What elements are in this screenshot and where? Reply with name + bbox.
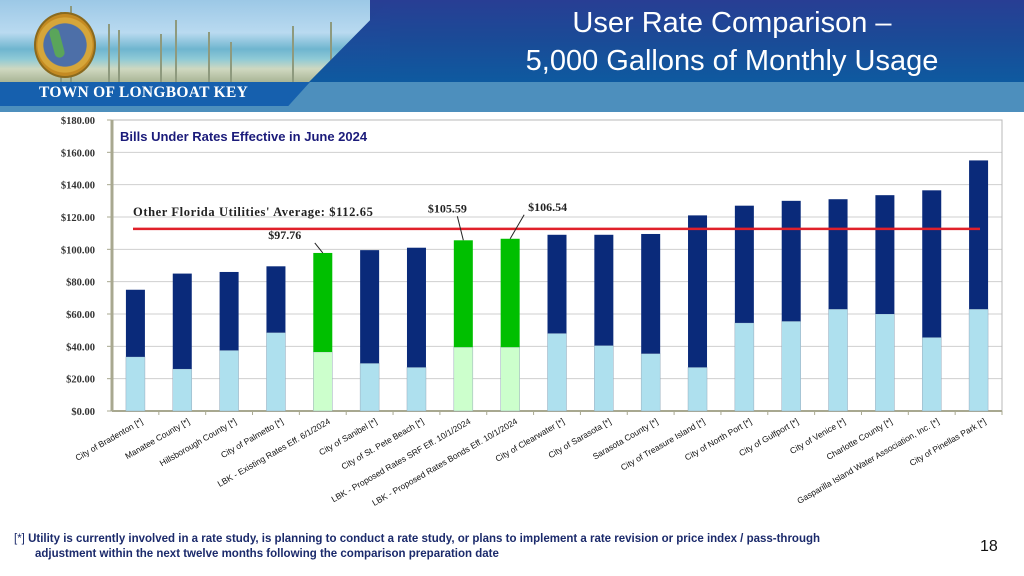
bar-lower-segment	[266, 332, 286, 412]
bar-lower-segment	[594, 345, 614, 412]
bar-upper-segment	[453, 240, 473, 348]
title-line-2: 5,000 Gallons of Monthly Usage	[525, 45, 939, 77]
bar-upper-segment	[172, 273, 192, 369]
footnote-line-2: adjustment within the next twelve months…	[35, 548, 499, 560]
bar-lower-segment	[921, 337, 942, 412]
x-tick-label: City of St. Pete Beach [*]	[339, 416, 425, 471]
bar-lower-segment	[875, 313, 895, 412]
annotation-leader-line	[314, 242, 324, 254]
bar-upper-segment	[641, 233, 661, 354]
annotation-leader-line	[509, 214, 525, 240]
beach-photo	[0, 0, 370, 82]
y-tick-label: $80.00	[66, 278, 95, 289]
average-reference-label: Other Florida Utilities' Average: $112.6…	[133, 205, 373, 219]
bar-upper-segment	[360, 250, 380, 364]
bar-lower-segment	[640, 353, 661, 412]
bar-upper-segment	[219, 271, 239, 351]
footnote-marker: [*]	[14, 533, 25, 545]
bar-upper-segment	[781, 200, 801, 322]
y-tick-label: $160.00	[61, 148, 95, 159]
x-tick-label: City of Treasure Island [*]	[619, 416, 707, 472]
y-tick-label: $20.00	[66, 375, 95, 386]
title-banner	[370, 0, 1024, 82]
bar-upper-segment	[969, 160, 989, 310]
bar-lower-segment	[313, 351, 333, 412]
annotation-label: $105.59	[428, 201, 467, 215]
bar-lower-segment	[406, 367, 427, 412]
bar-upper-segment	[594, 234, 614, 346]
bar-lower-segment	[734, 322, 755, 412]
annotation-leader-line	[456, 216, 464, 241]
page-number: 18	[980, 538, 998, 555]
chart-title: Bills Under Rates Effective in June 2024	[120, 129, 368, 144]
bar-lower-segment	[359, 363, 380, 412]
bar-upper-segment	[547, 234, 567, 334]
slide-header: TOWN OF LONGBOAT KEY User Rate Compariso…	[0, 0, 1024, 113]
slide-title: User Rate Comparison – 5,000 Gallons of …	[400, 4, 1024, 80]
bar-upper-segment	[734, 205, 754, 323]
x-tick-labels: City of Bradenton [*]Manatee County [*]H…	[74, 411, 1003, 508]
bar-upper-segment	[688, 215, 708, 368]
footnote-line-1: Utility is currently involved in a rate …	[28, 533, 821, 545]
annotation-label: $106.54	[528, 200, 567, 214]
bar-lower-segment	[453, 346, 474, 412]
x-tick-label: Hillsborough County [*]	[158, 416, 238, 468]
x-tick-label: City of Pinellas Park [*]	[908, 416, 988, 468]
town-seal-icon	[34, 12, 96, 78]
bar-upper-segment	[266, 266, 286, 333]
bar-upper-segment	[828, 199, 848, 310]
y-tick-label: $40.00	[66, 342, 95, 353]
chart-title-bg	[114, 122, 414, 146]
bar-lower-segment	[781, 321, 801, 412]
bar-upper-segment	[313, 252, 333, 352]
bar-lower-segment	[172, 368, 193, 412]
stacked-bar-chart: $0.00 $20.00 $40.00 $60.00 $80.00 $100.00 $120…	[61, 116, 1003, 508]
bar-lower-segment	[219, 350, 239, 412]
bar-upper-segment	[500, 238, 520, 348]
annotations: $97.76 $105.59 $106.54	[268, 200, 567, 254]
y-tick-label: $0.00	[71, 407, 95, 418]
bars	[125, 160, 989, 412]
bar-lower-segment	[500, 346, 520, 412]
y-tick-label: $180.00	[61, 116, 95, 127]
bar-lower-segment	[828, 308, 848, 412]
bar-lower-segment	[547, 333, 567, 412]
y-tick-label: $60.00	[66, 310, 95, 321]
bar-upper-segment	[406, 247, 426, 368]
bar-lower-segment	[125, 356, 146, 412]
bar-upper-segment	[125, 289, 145, 357]
bar-upper-segment	[922, 190, 942, 338]
annotation-label: $97.76	[268, 228, 301, 242]
y-tick-label: $100.00	[61, 245, 95, 256]
y-tick-label: $120.00	[61, 213, 95, 224]
bar-upper-segment	[875, 195, 895, 314]
y-tick-label: $140.00	[61, 181, 95, 192]
chart-area: $0.00 $20.00 $40.00 $60.00 $80.00 $100.00 $120…	[0, 113, 1024, 533]
bar-lower-segment	[687, 367, 708, 412]
title-line-1: User Rate Comparison –	[572, 7, 892, 39]
y-tick-labels: $0.00 $20.00 $40.00 $60.00 $80.00 $100.00 $120…	[61, 116, 95, 418]
town-name: TOWN OF LONGBOAT KEY	[39, 84, 249, 101]
footnote: [*] Utility is currently involved in a r…	[14, 532, 944, 562]
bar-lower-segment	[968, 308, 989, 412]
